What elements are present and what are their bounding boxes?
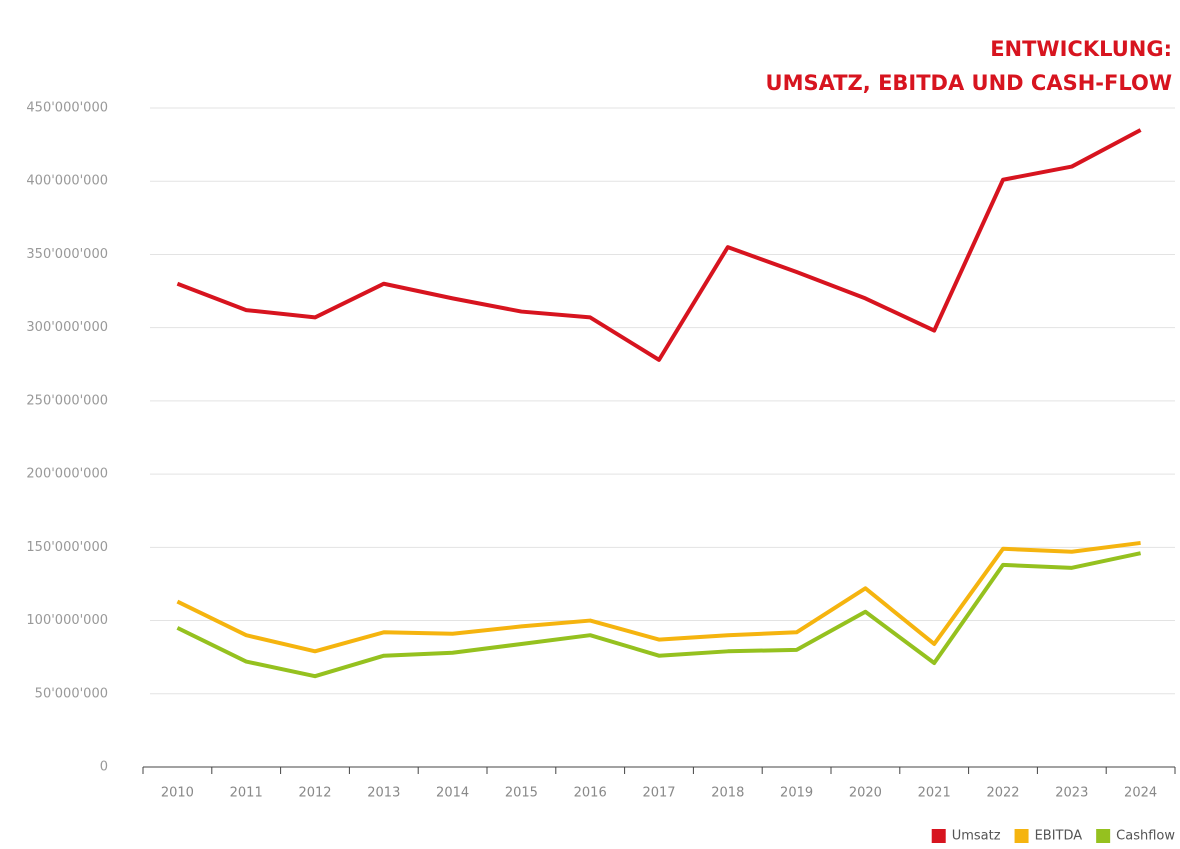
- x-tick-label: 2015: [505, 786, 538, 801]
- x-tick-label: 2018: [711, 786, 744, 801]
- y-tick-label: 450'000'000: [26, 101, 108, 116]
- chart-title: UMSATZ, EBITDA UND CASH-FLOW: [766, 71, 1172, 95]
- series-line: [177, 553, 1140, 676]
- chart-title: ENTWICKLUNG:: [990, 37, 1172, 61]
- series-line: [177, 130, 1140, 360]
- x-tick-label: 2020: [849, 786, 882, 801]
- legend-label: Umsatz: [952, 829, 1001, 844]
- x-tick-label: 2010: [161, 786, 194, 801]
- chart: ENTWICKLUNG: UMSATZ, EBITDA UND CASH-FLO…: [0, 0, 1180, 849]
- x-tick-label: 2024: [1124, 786, 1157, 801]
- y-tick-label: 100'000'000: [26, 613, 108, 628]
- x-tick-label: 2012: [298, 786, 331, 801]
- x-tick-label: 2013: [367, 786, 400, 801]
- x-tick-label: 2019: [780, 786, 813, 801]
- y-tick-label: 300'000'000: [26, 320, 108, 335]
- x-tick-label: 2023: [1055, 786, 1088, 801]
- legend-swatch: [1015, 829, 1029, 843]
- y-tick-label: 350'000'000: [26, 247, 108, 262]
- series-line: [177, 543, 1140, 651]
- x-tick-label: 2017: [642, 786, 675, 801]
- x-tick-label: 2022: [986, 786, 1019, 801]
- y-tick-label: 150'000'000: [26, 540, 108, 555]
- y-tick-label: 200'000'000: [26, 467, 108, 482]
- x-tick-label: 2016: [574, 786, 607, 801]
- y-tick-label: 50'000'000: [35, 686, 108, 701]
- legend-label: EBITDA: [1035, 829, 1083, 844]
- y-tick-label: 400'000'000: [26, 174, 108, 189]
- x-tick-label: 2014: [436, 786, 469, 801]
- y-tick-label: 250'000'000: [26, 393, 108, 408]
- x-tick-label: 2011: [230, 786, 263, 801]
- x-tick-label: 2021: [918, 786, 951, 801]
- legend-swatch: [1096, 829, 1110, 843]
- legend-label: Cashflow: [1116, 829, 1175, 844]
- legend-swatch: [932, 829, 946, 843]
- y-tick-label: 0: [100, 760, 108, 775]
